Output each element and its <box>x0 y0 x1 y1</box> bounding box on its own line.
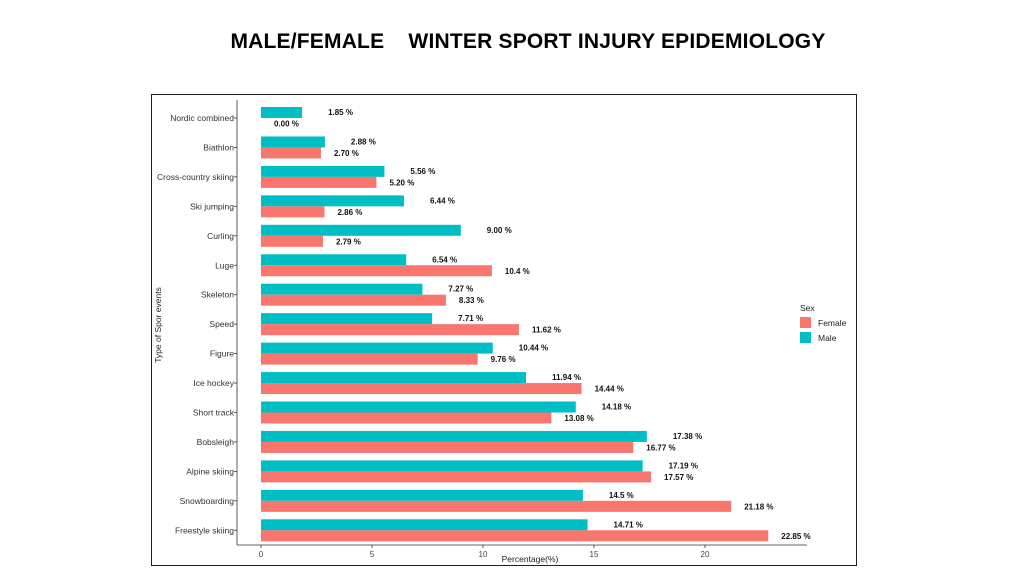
bar-female <box>261 147 321 159</box>
bar-male <box>261 107 303 118</box>
value-label-male: 6.54 % <box>432 255 457 264</box>
value-label-male: 7.27 % <box>448 285 473 294</box>
bar-male <box>261 224 461 236</box>
slide-title: MALE/FEMALE WINTER SPORT INJURY EPIDEMIO… <box>230 30 826 53</box>
bar-male <box>261 519 588 531</box>
value-label-female: 0.00 % <box>274 120 299 129</box>
category-label: Bobsleigh <box>197 437 235 447</box>
bar-chart: 1.85 % 0.00 % Nordic combined 2.88 % 2.70 % B… <box>153 100 847 564</box>
bar-male <box>261 342 493 354</box>
legend-swatch-female <box>800 317 811 328</box>
bar-female <box>261 441 634 453</box>
bar-male <box>261 460 643 472</box>
bar-male <box>261 313 433 325</box>
category-label: Curling <box>207 231 234 241</box>
value-label-female: 9.76 % <box>491 355 516 364</box>
legend-title: Sex <box>800 303 815 313</box>
value-label-female: 17.57 % <box>664 473 693 482</box>
category-label: Ski jumping <box>190 201 234 211</box>
value-label-male: 17.38 % <box>673 432 702 441</box>
bar-female <box>261 383 582 395</box>
value-label-male: 6.44 % <box>430 196 455 205</box>
bar-male <box>261 136 325 148</box>
category-label: Figure <box>210 349 234 359</box>
bar-male <box>261 195 404 207</box>
bar-male <box>261 165 385 177</box>
bar-male <box>261 430 647 442</box>
bar-male <box>261 254 407 266</box>
bar-female <box>261 294 446 306</box>
bar-female <box>261 235 323 247</box>
category-label: Alpine skiing <box>186 466 234 476</box>
value-label-male: 14.5 % <box>609 491 634 500</box>
bar-female <box>261 500 732 512</box>
value-label-female: 22.85 % <box>781 532 810 541</box>
category-label: Cross-country skiing <box>157 172 234 182</box>
category-label: Skeleton <box>201 290 234 300</box>
x-tick-label: 10 <box>479 550 488 559</box>
bar-male <box>261 372 527 384</box>
value-label-male: 1.85 % <box>328 108 353 117</box>
value-label-male: 9.00 % <box>487 226 512 235</box>
value-label-female: 2.70 % <box>334 149 359 158</box>
value-label-female: 2.86 % <box>337 208 362 217</box>
value-label-female: 16.77 % <box>646 443 675 452</box>
bar-female <box>261 176 377 188</box>
legend-label-male: Male <box>818 333 837 343</box>
bar-male <box>261 283 423 295</box>
category-label: Short track <box>193 408 235 418</box>
value-label-male: 14.18 % <box>602 403 631 412</box>
value-label-female: 14.44 % <box>595 385 624 394</box>
category-label: Freestyle skiing <box>175 525 234 535</box>
category-label: Speed <box>209 319 234 329</box>
bar-female <box>261 324 519 336</box>
value-label-female: 8.33 % <box>459 296 484 305</box>
value-label-male: 7.71 % <box>458 314 483 323</box>
value-label-male: 10.44 % <box>519 344 548 353</box>
bar-female <box>261 265 492 277</box>
category-label: Luge <box>215 260 234 270</box>
value-label-female: 21.18 % <box>744 502 773 511</box>
x-tick-label: 5 <box>370 550 375 559</box>
value-label-male: 17.19 % <box>669 461 698 470</box>
x-tick-label: 0 <box>259 550 264 559</box>
x-tick-label: 15 <box>590 550 599 559</box>
category-label: Ice hockey <box>193 378 234 388</box>
value-label-male: 2.88 % <box>351 137 376 146</box>
chart-frame: 1.85 % 0.00 % Nordic combined 2.88 % 2.70 % B… <box>151 94 857 566</box>
bar-female <box>261 206 325 218</box>
category-label: Biathlon <box>203 142 234 152</box>
value-label-female: 2.79 % <box>336 237 361 246</box>
value-label-female: 11.62 % <box>532 326 561 335</box>
bar-female <box>261 412 552 424</box>
value-label-male: 11.94 % <box>552 373 581 382</box>
value-label-male: 14.71 % <box>614 520 643 529</box>
category-label: Snowboarding <box>180 496 235 506</box>
bar-male <box>261 489 583 501</box>
legend-label-female: Female <box>818 318 847 328</box>
legend-swatch-male <box>800 332 811 343</box>
value-label-male: 5.56 % <box>410 167 435 176</box>
value-label-female: 10.4 % <box>505 267 530 276</box>
bar-male <box>261 401 576 413</box>
bar-female <box>261 530 769 542</box>
value-label-female: 5.20 % <box>389 178 414 187</box>
category-label: Nordic combined <box>170 113 234 123</box>
value-label-female: 13.08 % <box>564 414 593 423</box>
x-tick-label: 20 <box>701 550 710 559</box>
bar-female <box>261 353 478 365</box>
bar-female <box>261 471 652 483</box>
y-axis-title: Type of Spor events <box>153 287 163 363</box>
x-axis-title: Percentage(%) <box>502 554 559 564</box>
